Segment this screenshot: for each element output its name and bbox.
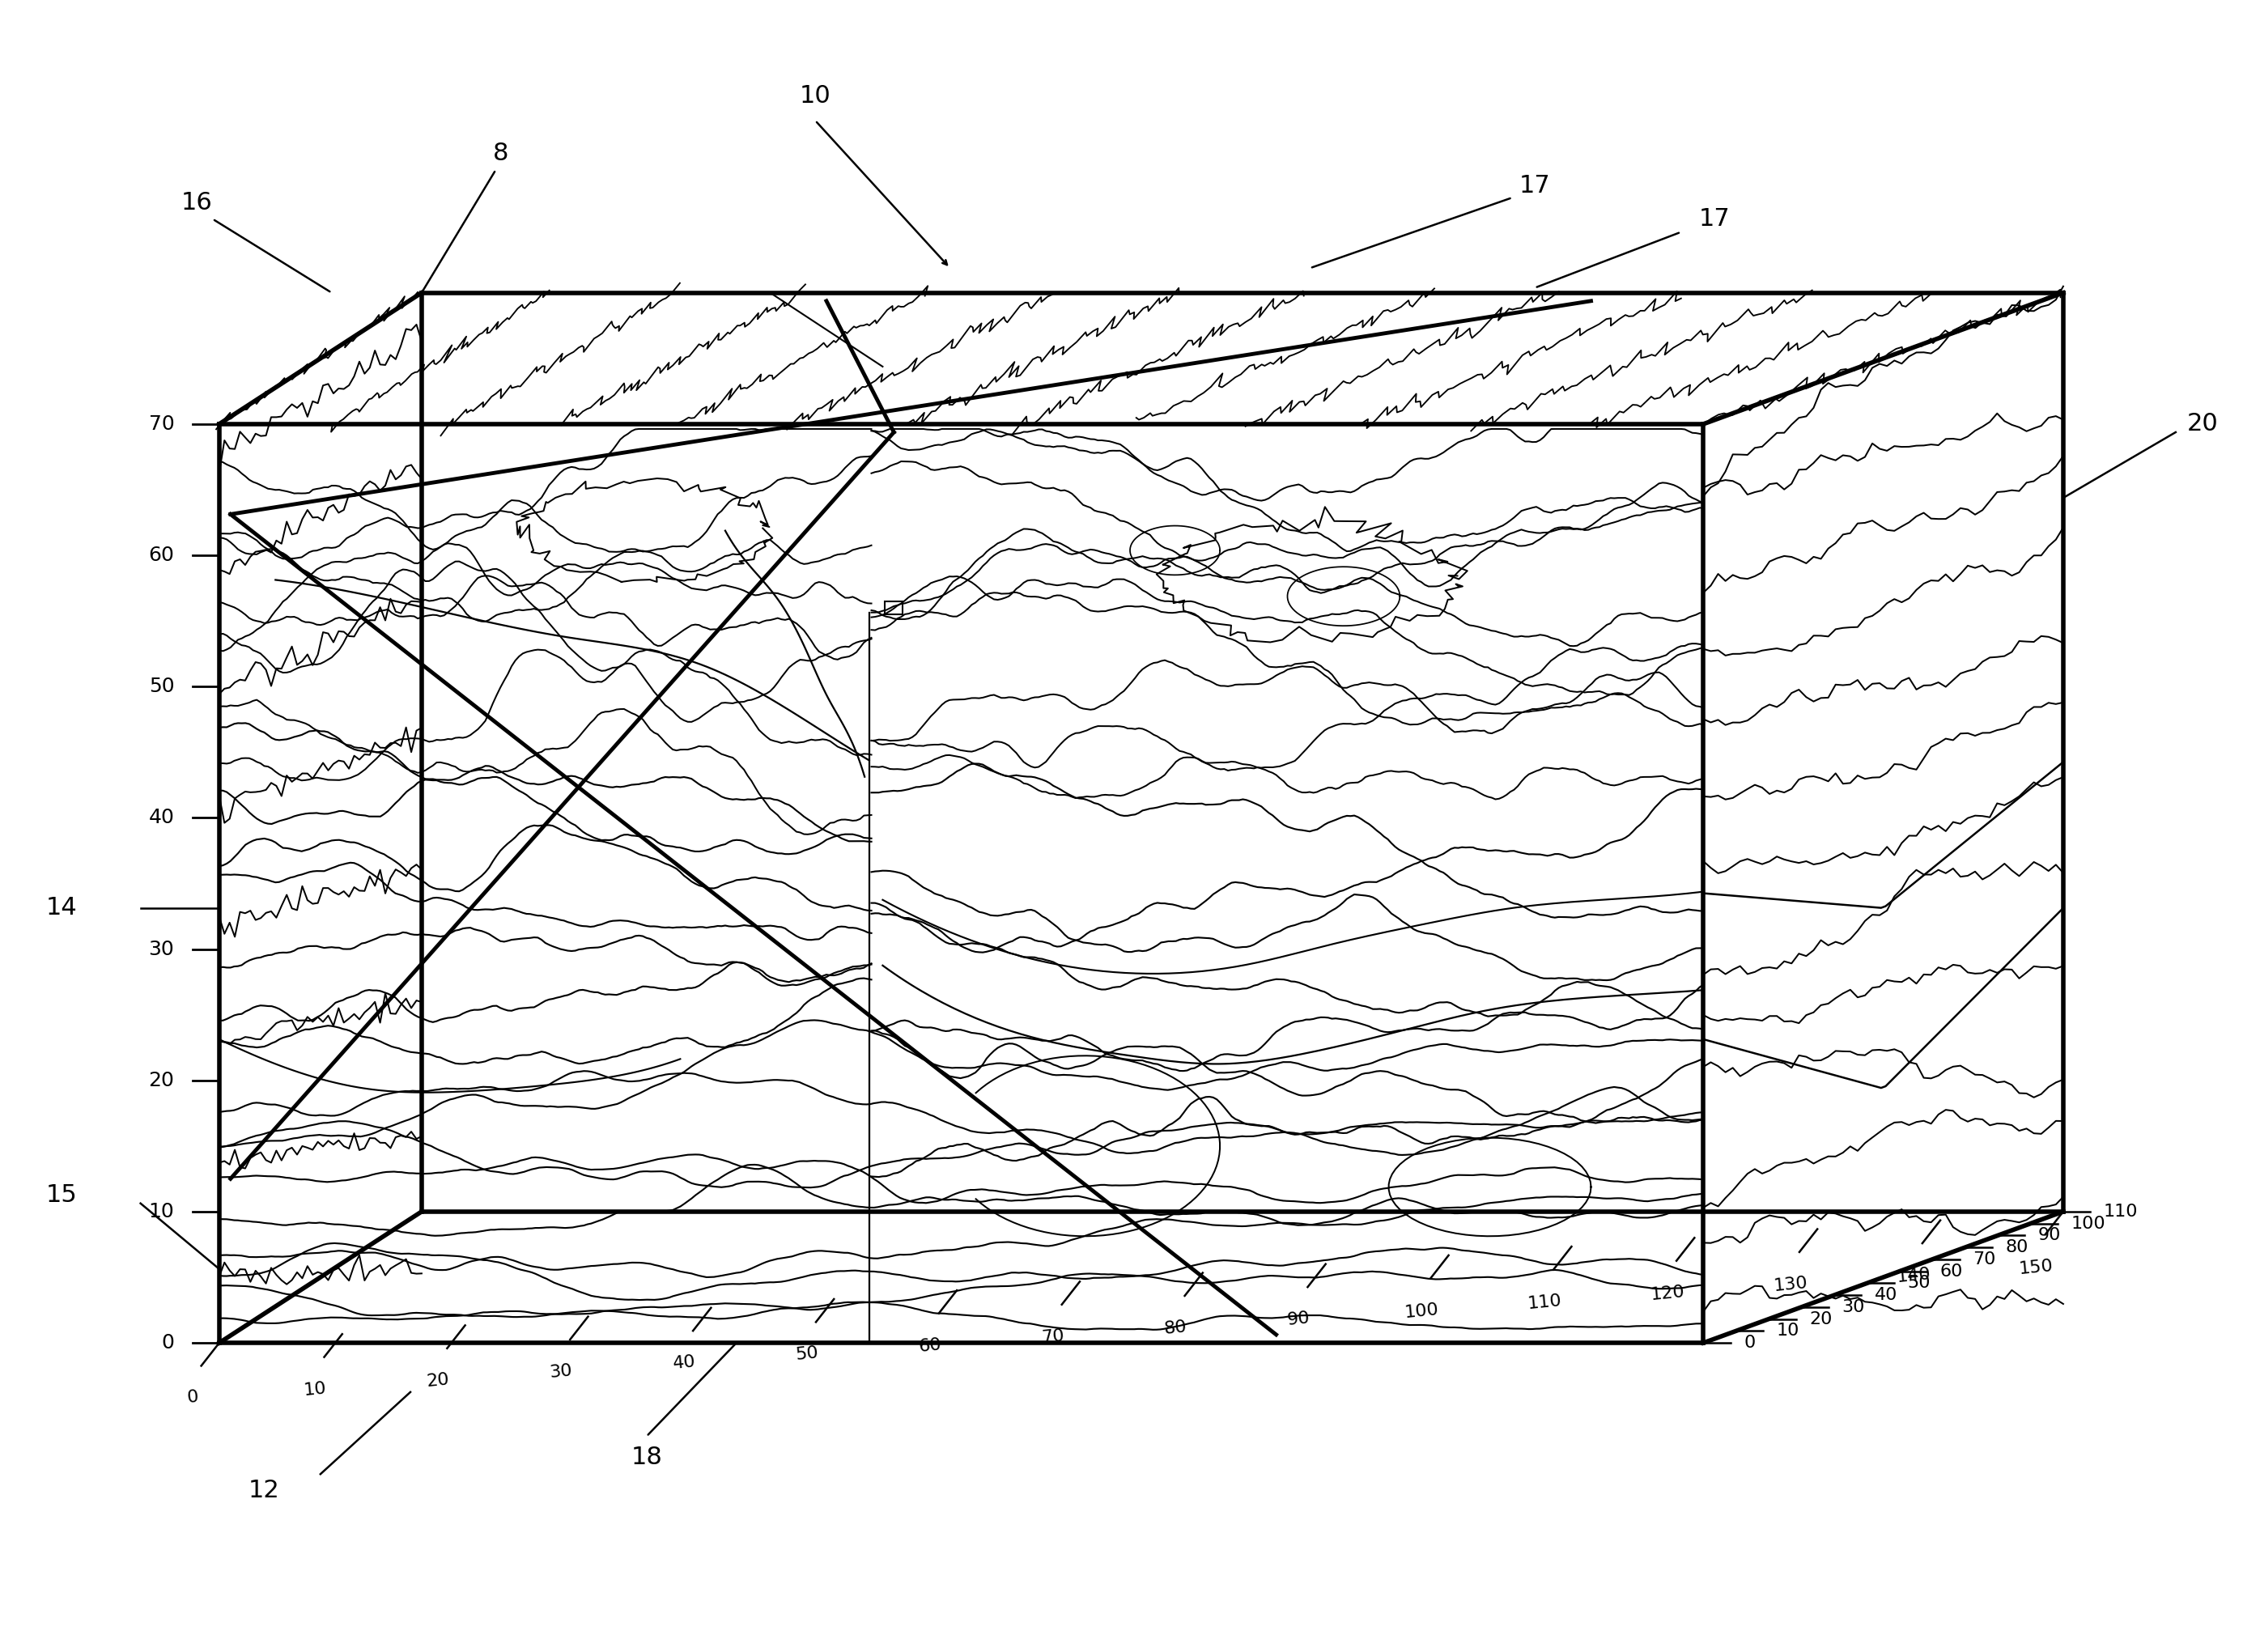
Text: 60: 60 [918, 1336, 942, 1355]
Polygon shape [219, 425, 1704, 1343]
Text: 30: 30 [149, 940, 174, 958]
Text: 10: 10 [149, 1203, 174, 1221]
Text: 100: 100 [1403, 1302, 1440, 1320]
Text: 50: 50 [796, 1345, 818, 1363]
Text: 0: 0 [160, 1333, 174, 1353]
Text: 110: 110 [2104, 1204, 2138, 1219]
Text: 100: 100 [2070, 1216, 2106, 1232]
Polygon shape [219, 292, 2063, 425]
Text: 90: 90 [1286, 1310, 1311, 1328]
Text: 60: 60 [149, 545, 174, 565]
Text: 17: 17 [1519, 175, 1550, 198]
Text: 20: 20 [2188, 413, 2219, 436]
Text: 0: 0 [185, 1389, 199, 1406]
Text: 130: 130 [1772, 1275, 1808, 1295]
Text: 120: 120 [1650, 1284, 1686, 1303]
Text: 17: 17 [1700, 206, 1731, 231]
Text: 80: 80 [1164, 1318, 1189, 1336]
Text: 20: 20 [149, 1070, 174, 1090]
Polygon shape [219, 292, 423, 1343]
Text: 14: 14 [45, 897, 77, 920]
Text: 30: 30 [549, 1363, 574, 1381]
Text: 0: 0 [1745, 1335, 1756, 1351]
Text: 150: 150 [2018, 1257, 2054, 1277]
Text: 70: 70 [149, 415, 174, 434]
Text: 50: 50 [1907, 1275, 1930, 1292]
Text: 12: 12 [249, 1479, 280, 1502]
Text: 60: 60 [1939, 1264, 1964, 1279]
Text: 30: 30 [1842, 1298, 1865, 1315]
Text: 10: 10 [800, 84, 832, 107]
Text: 40: 40 [1876, 1287, 1898, 1303]
Bar [886, 601, 904, 615]
Text: 8: 8 [493, 142, 508, 165]
Text: 50: 50 [149, 677, 174, 695]
Text: 15: 15 [45, 1183, 77, 1208]
Text: 40: 40 [671, 1353, 696, 1373]
Text: 80: 80 [2005, 1239, 2029, 1256]
Text: 70: 70 [1973, 1251, 1996, 1267]
Text: 16: 16 [181, 190, 212, 215]
Polygon shape [219, 1211, 2063, 1343]
Text: 70: 70 [1040, 1328, 1064, 1346]
Text: 110: 110 [1526, 1292, 1562, 1312]
Text: 20: 20 [1810, 1312, 1833, 1327]
Text: 10: 10 [303, 1379, 328, 1398]
Text: 140: 140 [1896, 1267, 1932, 1285]
Text: 90: 90 [2039, 1227, 2061, 1244]
Text: 20: 20 [425, 1371, 450, 1389]
Polygon shape [1704, 292, 2063, 1343]
Text: 10: 10 [1776, 1323, 1799, 1340]
Text: 40: 40 [149, 808, 174, 828]
Text: 18: 18 [631, 1446, 662, 1469]
